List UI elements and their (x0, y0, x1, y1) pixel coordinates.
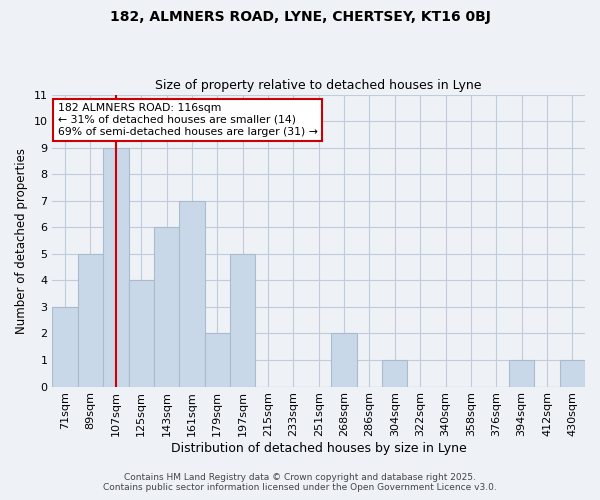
Bar (103, 148, 128, 386)
Bar (78, 254, 103, 386)
Y-axis label: Number of detached properties: Number of detached properties (15, 148, 28, 334)
Bar (154, 228, 179, 386)
Text: Contains HM Land Registry data © Crown copyright and database right 2025.
Contai: Contains HM Land Registry data © Crown c… (103, 473, 497, 492)
Bar (509, 360, 534, 386)
Bar (179, 200, 205, 386)
Bar (331, 334, 357, 386)
X-axis label: Distribution of detached houses by size in Lyne: Distribution of detached houses by size … (171, 442, 467, 455)
Bar (230, 254, 256, 386)
Bar (382, 360, 407, 386)
Bar (128, 280, 154, 386)
Bar (52, 307, 78, 386)
Text: 182 ALMNERS ROAD: 116sqm
← 31% of detached houses are smaller (14)
69% of semi-d: 182 ALMNERS ROAD: 116sqm ← 31% of detach… (58, 104, 317, 136)
Title: Size of property relative to detached houses in Lyne: Size of property relative to detached ho… (155, 79, 482, 92)
Bar (205, 334, 230, 386)
Text: 182, ALMNERS ROAD, LYNE, CHERTSEY, KT16 0BJ: 182, ALMNERS ROAD, LYNE, CHERTSEY, KT16 … (110, 10, 490, 24)
Bar (560, 360, 585, 386)
